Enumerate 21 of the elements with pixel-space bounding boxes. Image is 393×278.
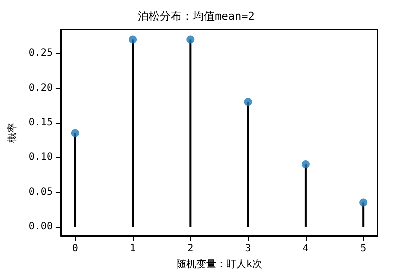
point <box>129 36 138 44</box>
y-tick-label: 0.15 <box>28 117 53 128</box>
point <box>186 36 195 44</box>
point <box>360 198 368 207</box>
y-axis-title: 概率 <box>6 123 18 143</box>
point <box>302 160 310 169</box>
x-axis-title: 随机变量：盯人k次 <box>176 258 263 270</box>
x-tick-label: 3 <box>245 244 252 254</box>
y-tick-label: 0.25 <box>28 48 53 60</box>
y-tick-label: 0.05 <box>28 186 53 198</box>
x-tick-label: 2 <box>188 244 194 254</box>
y-tick-label: 0.00 <box>28 221 53 232</box>
y-tick-label: 0.20 <box>28 82 53 94</box>
x-tick-label: 4 <box>302 244 309 254</box>
y-tick-label: 0.10 <box>28 152 53 164</box>
point <box>71 129 80 138</box>
chart-title: 泊松分布：均值mean=2 <box>138 10 255 23</box>
point <box>244 98 252 106</box>
x-tick-label: 1 <box>130 244 136 254</box>
x-tick-label: 0 <box>72 244 78 254</box>
x-tick-label: 5 <box>360 244 367 254</box>
